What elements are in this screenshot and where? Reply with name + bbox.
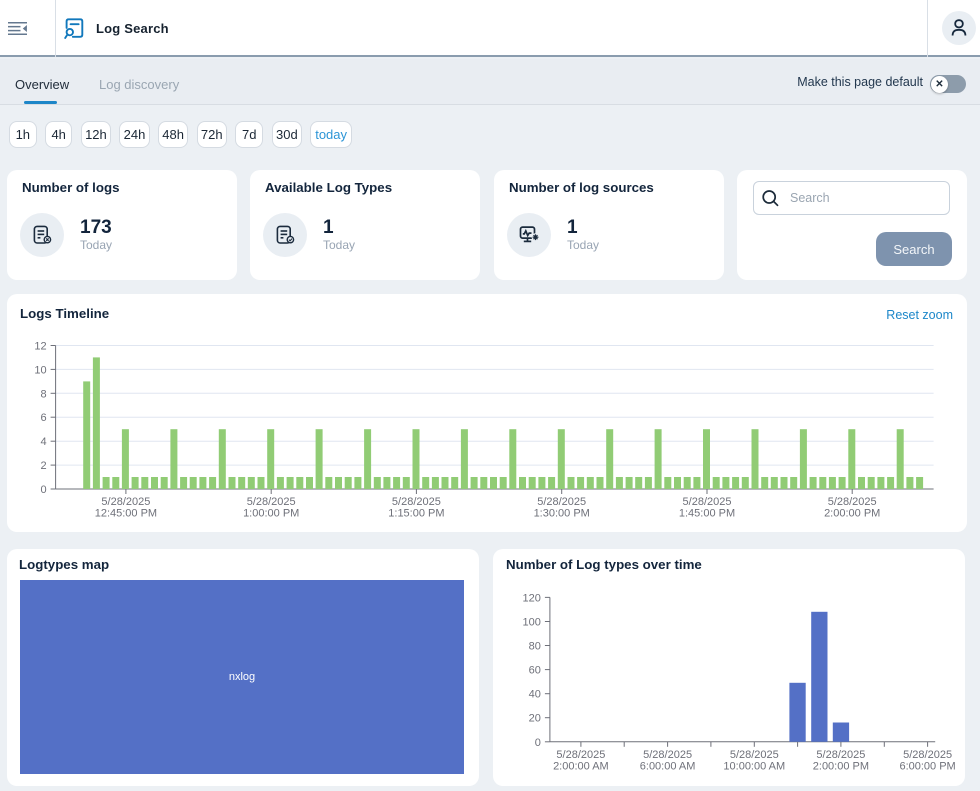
svg-text:40: 40 <box>529 689 541 701</box>
svg-text:5/28/2025: 5/28/2025 <box>903 749 952 761</box>
svg-text:12: 12 <box>34 341 46 353</box>
svg-text:5/28/2025: 5/28/2025 <box>556 749 605 761</box>
svg-text:1:00:00 PM: 1:00:00 PM <box>243 508 299 520</box>
svg-text:5/28/2025: 5/28/2025 <box>730 749 779 761</box>
svg-text:5/28/2025: 5/28/2025 <box>816 749 865 761</box>
svg-text:6: 6 <box>40 412 46 424</box>
svg-text:10:00:00 AM: 10:00:00 AM <box>723 760 785 772</box>
svg-text:6:00:00 AM: 6:00:00 AM <box>640 760 696 772</box>
svg-text:1:45:00 PM: 1:45:00 PM <box>679 508 735 520</box>
svg-text:100: 100 <box>523 617 541 629</box>
svg-text:80: 80 <box>529 641 541 653</box>
svg-text:4: 4 <box>40 436 46 448</box>
svg-text:5/28/2025: 5/28/2025 <box>247 496 296 508</box>
svg-text:2:00:00 AM: 2:00:00 AM <box>553 760 609 772</box>
svg-text:2:00:00 PM: 2:00:00 PM <box>813 760 869 772</box>
svg-text:1:15:00 PM: 1:15:00 PM <box>388 508 444 520</box>
svg-text:0: 0 <box>535 737 541 749</box>
svg-text:20: 20 <box>529 713 541 725</box>
svg-text:5/28/2025: 5/28/2025 <box>643 749 692 761</box>
svg-text:120: 120 <box>523 592 541 604</box>
svg-text:12:45:00 PM: 12:45:00 PM <box>95 508 157 520</box>
svg-text:60: 60 <box>529 665 541 677</box>
svg-text:5/28/2025: 5/28/2025 <box>828 496 877 508</box>
svg-text:2: 2 <box>40 460 46 472</box>
svg-text:5/28/2025: 5/28/2025 <box>537 496 586 508</box>
svg-text:8: 8 <box>40 388 46 400</box>
svg-text:0: 0 <box>40 484 46 496</box>
svg-text:10: 10 <box>34 364 46 376</box>
svg-text:5/28/2025: 5/28/2025 <box>392 496 441 508</box>
svg-text:5/28/2025: 5/28/2025 <box>683 496 732 508</box>
svg-text:2:00:00 PM: 2:00:00 PM <box>824 508 880 520</box>
svg-text:6:00:00 PM: 6:00:00 PM <box>899 760 955 772</box>
svg-text:1:30:00 PM: 1:30:00 PM <box>534 508 590 520</box>
svg-text:5/28/2025: 5/28/2025 <box>101 496 150 508</box>
